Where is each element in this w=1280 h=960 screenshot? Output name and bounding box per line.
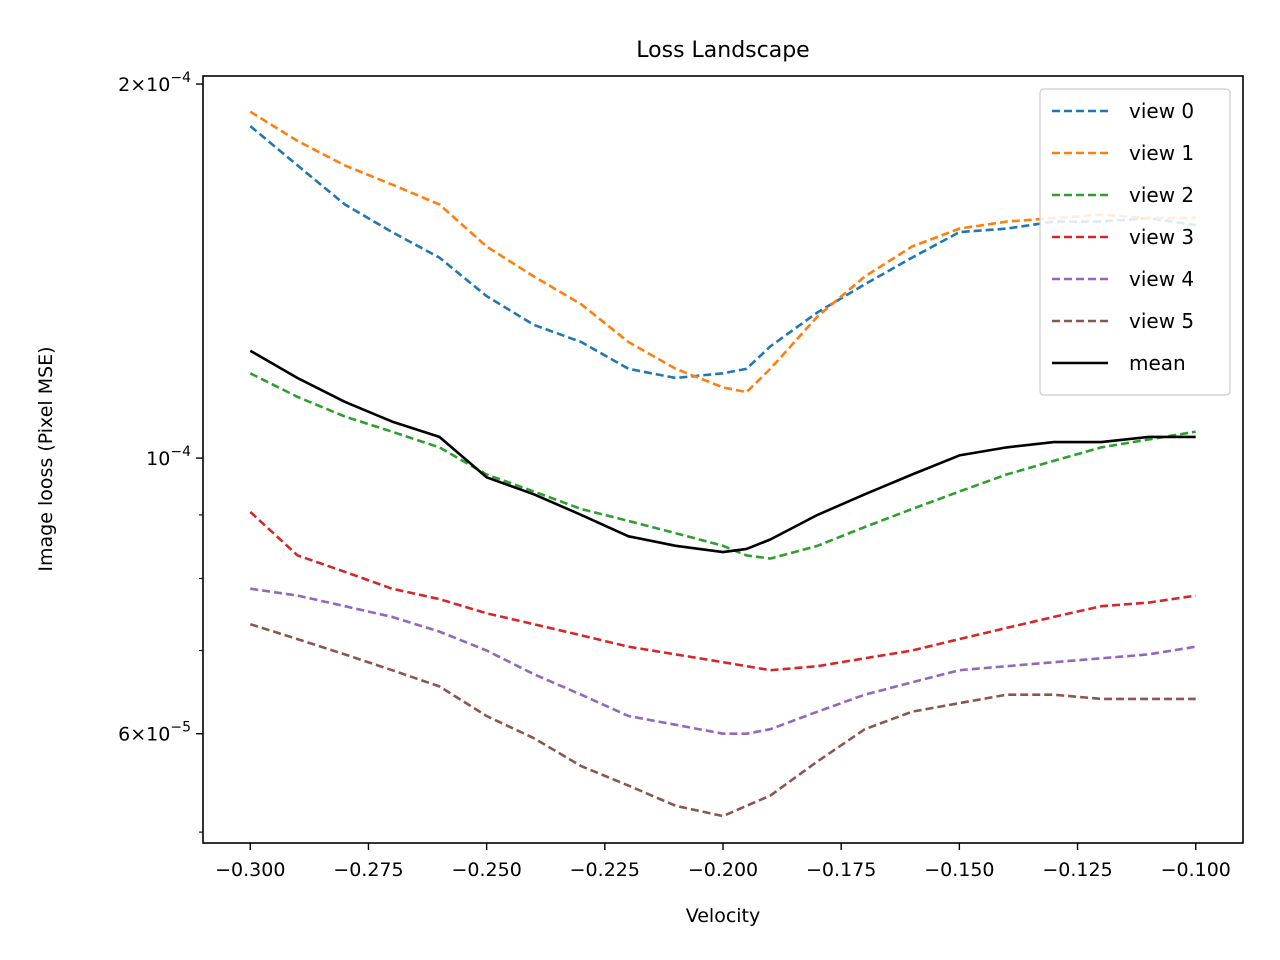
series-layer	[249, 110, 1196, 818]
series-line-view-1	[249, 110, 1196, 394]
y-axis-label: Image looss (Pixel MSE)	[35, 346, 57, 571]
x-tick-label: −0.300	[215, 859, 285, 881]
legend-box	[1039, 88, 1231, 396]
legend: view 0 view 1 view 2 view 3 view 4 view 5 mean	[1039, 88, 1231, 396]
series-line-mean	[249, 349, 1196, 554]
legend-label: view 3	[1129, 225, 1194, 249]
series-line-view-0	[249, 125, 1196, 380]
legend-label: view 0	[1129, 99, 1194, 123]
y-tick-label: 10−4	[146, 444, 191, 470]
x-tick-label: −0.275	[333, 859, 403, 881]
x-tick-label: −0.175	[806, 859, 876, 881]
series-line-view-3	[249, 510, 1196, 672]
y-tick-label: 6×10−5	[118, 720, 191, 746]
y-axis: 2×10−4 10−4 6×10−5	[118, 70, 203, 833]
x-axis-label: Velocity	[686, 905, 761, 927]
legend-label: view 2	[1129, 183, 1194, 207]
series-line-view-5	[249, 622, 1196, 818]
x-tick-label: −0.225	[570, 859, 640, 881]
x-tick-label: −0.250	[451, 859, 521, 881]
legend-label: view 1	[1129, 141, 1194, 165]
chart-title: Loss Landscape	[636, 38, 809, 63]
x-tick-label: −0.125	[1042, 859, 1112, 881]
x-axis: −0.300 −0.275 −0.250 −0.225 −0.200 −0.175 −0.1…	[215, 843, 1231, 881]
series-line-view-4	[250, 587, 1196, 736]
legend-label: view 4	[1129, 267, 1194, 291]
legend-label: mean	[1129, 351, 1186, 375]
y-tick-label: 2×10−4	[118, 70, 191, 96]
legend-label: view 5	[1129, 309, 1194, 333]
x-tick-label: −0.200	[688, 859, 758, 881]
x-tick-label: −0.100	[1161, 859, 1231, 881]
x-tick-label: −0.150	[924, 859, 994, 881]
